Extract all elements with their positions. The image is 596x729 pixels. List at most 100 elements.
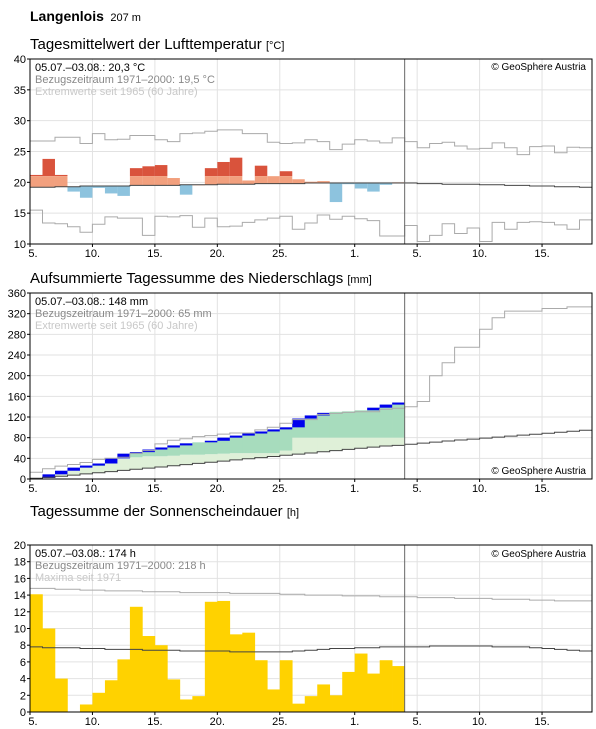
precip-ytick-label: 200 [8,371,26,383]
precip-band [392,402,405,438]
temp-bar-dark [279,171,293,177]
precip-daily-bar [92,463,106,466]
precip-ytick-label: 160 [8,391,26,403]
sun-bar [254,660,268,712]
temp-title-text: Tagesmittelwert der Lufttemperatur [30,36,262,53]
precip-band-light [204,454,218,463]
temp-bar-dark [42,158,55,177]
sun-bar [317,684,331,712]
precip-xtick-label: 5. [28,483,37,495]
precip-unit: [mm] [347,274,372,286]
sun-legend-normal: Bezugszeitraum 1971–2000: 218 h [35,560,206,572]
temp-bar-dark [30,174,43,177]
precip-xtick-label: 15. [147,483,162,495]
precip-legend-normal: Bezugszeitraum 1971–2000: 65 mm [35,308,212,320]
temp-bar [54,176,68,187]
precip-daily-bar [79,465,93,468]
precip-band-light [192,454,206,464]
precip-xtick-label: 5. [413,483,422,495]
temp-xtick-label: 10. [472,248,487,260]
sun-ytick-label: 12 [14,607,26,619]
temp-xtick-label: 10. [85,248,100,260]
sun-bar [192,696,206,712]
precip-band-light [392,437,405,446]
precip-band [179,443,193,455]
precip-daily-bar [179,443,193,446]
sun-xtick-label: 25. [272,716,287,728]
precip-band [329,411,343,438]
sun-ytick-label: 0 [20,707,26,719]
precip-band-light [154,456,168,467]
sun-xtick-label: 5. [413,716,422,728]
station-name: Langenlois [30,8,104,24]
temp-bar-cold [92,186,105,188]
precip-band [242,433,256,454]
precip-legend-period: 05.07.–03.08.: 148 mm [35,296,148,308]
sun-bar [30,594,43,712]
precip-band-light [104,462,118,472]
sun-title-text: Tagessumme der Sonnenscheindauer [30,503,283,520]
temp-extreme-min-line [30,209,592,242]
precip-band-light [67,467,81,476]
temp-unit: [°C] [265,40,285,52]
precip-band [142,449,156,457]
sun-xtick-label: 20. [210,716,225,728]
temp-bar-cold [179,184,193,195]
sun-bar [79,704,93,712]
temp-bar-cold [117,186,130,196]
sun-bar [279,660,293,712]
precip-daily-bar [367,407,380,411]
temp-bar-dark [129,168,143,177]
precip-band-light [342,437,356,450]
precip-band-light [129,457,143,470]
temp-bar-dark [54,174,68,177]
precip-band [354,410,368,438]
precip-normal-line [30,429,592,479]
sun-bar [342,671,356,712]
sun-xtick-label: 10. [85,716,100,728]
temp-xtick-label: 15. [534,248,549,260]
temp-bar-dark [154,165,168,177]
temp-bar-cold [329,182,343,203]
temp-xtick-label: 20. [210,248,225,260]
temp-bar [217,176,230,185]
temp-bar [204,176,218,185]
sun-unit: [h] [286,507,300,519]
temp-bar [30,176,43,188]
precip-band [267,429,281,454]
precip-daily-bar [217,437,231,441]
precip-ytick-label: 0 [20,474,26,486]
precip-band [129,452,143,458]
precip-band-light [79,467,93,474]
precip-daily-bar [42,474,56,478]
precip-daily-bar [292,418,306,428]
sun-bar [304,696,318,712]
temp-bar-dark [254,165,268,177]
precip-ytick-label: 120 [8,412,26,424]
temp-bar [167,178,180,186]
precip-band [204,440,218,455]
precip-xtick-label: 25. [272,483,287,495]
precip-xtick-label: 10. [85,483,100,495]
sun-bar [329,695,343,712]
precip-band [342,411,356,438]
temp-bar [254,176,268,184]
precip-band-light [242,453,256,459]
precip-ytick-label: 80 [14,433,26,445]
temp-bar-dark [229,157,243,177]
temp-ytick-label: 15 [14,208,26,220]
precip-daily-bar [379,404,393,408]
sun-xtick-label: 5. [28,716,37,728]
sun-bar [367,673,380,712]
temp-bar [317,181,330,183]
precip-xtick-label: 20. [210,483,225,495]
temp-bar [242,180,255,185]
precip-daily-bar [204,440,218,443]
sun-bar [217,600,231,712]
precip-daily-bar [392,402,405,405]
sun-bar [354,653,368,712]
precip-band-light [292,437,306,455]
sun-bar [104,680,118,712]
precip-daily-bar [117,453,131,459]
